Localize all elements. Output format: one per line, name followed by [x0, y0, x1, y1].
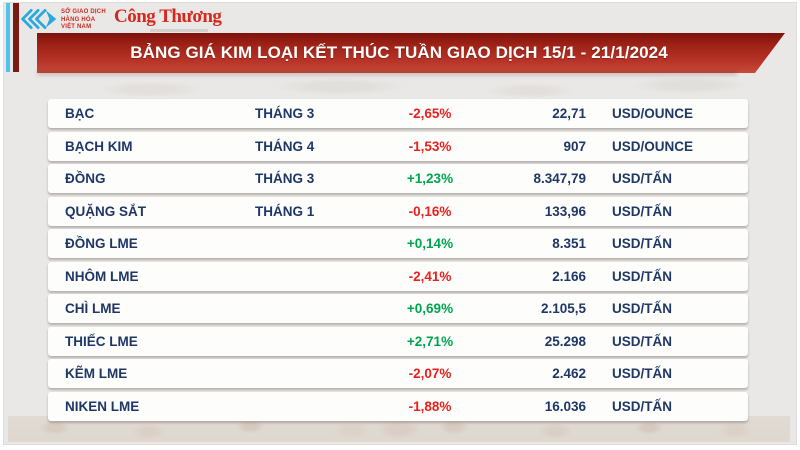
change-percent: +2,71%	[406, 333, 454, 349]
contract-month: THÁNG 3	[255, 171, 315, 186]
contract-month: THÁNG 3	[255, 106, 315, 121]
metal-name: CHÌ LME	[65, 301, 121, 316]
congthuong-wordmark: Công Thương	[114, 6, 222, 27]
change-percent: -2,07%	[408, 366, 452, 381]
change-percent: +1,23%	[406, 171, 454, 186]
metal-name: NHÔM LME	[65, 268, 139, 284]
price-unit: USD/TẤN	[612, 366, 672, 381]
change-percent: -2,65%	[408, 106, 452, 121]
metal-name: ĐỒNG LME	[65, 236, 138, 251]
change-percent: +0,14%	[406, 236, 454, 251]
change-percent: +0,69%	[406, 301, 454, 316]
table-row: QUẶNG SẮT THÁNG 1 -0,16% 133,96 USD/TẤN	[48, 196, 748, 226]
price-table: BẠC THÁNG 3 -2,65% 22,71 USD/OUNCE BẠCH …	[48, 99, 748, 424]
exchange-name-line2: HÀNG HÓA	[61, 16, 96, 23]
price-unit: USD/OUNCE	[612, 138, 694, 154]
exchange-name-line1: SỞ GIAO DỊCH	[61, 9, 106, 15]
page-title: BẢNG GIÁ KIM LOẠI KẾT THÚC TUẦN GIAO DỊC…	[130, 43, 668, 62]
table-row: NIKEN LME -1,88% 16.036 USD/TẤN	[48, 391, 748, 421]
banner-shadow	[37, 71, 737, 75]
left-accent-cyan-bar	[6, 3, 10, 72]
price-unit: USD/TẤN	[612, 398, 672, 414]
price-value: 133,96	[544, 203, 586, 219]
price-value: 907	[563, 138, 586, 154]
exchange-name: SỞ GIAO DỊCH HÀNG HÓA VIỆT NAM	[61, 9, 106, 32]
price-unit: USD/TẤN	[612, 268, 672, 284]
table-row: ĐỒNG THÁNG 3 +1,23% 8.347,79 USD/TẤN	[48, 164, 748, 193]
change-percent: -0,16%	[408, 203, 452, 219]
contract-month: THÁNG 4	[255, 138, 315, 154]
metal-name: ĐỒNG	[65, 171, 106, 186]
metal-name: QUẶNG SẮT	[65, 203, 146, 219]
metal-name: THIẾC LME	[65, 333, 138, 349]
price-value: 2.166	[552, 268, 586, 284]
table-row: NHÔM LME -2,41% 2.166 USD/TẤN	[48, 261, 748, 291]
change-percent: -2,41%	[408, 268, 452, 284]
price-value: 2.105,5	[540, 301, 586, 316]
metal-name: KẼM LME	[65, 366, 128, 381]
table-row: KẼM LME -2,07% 2.462 USD/TẤN	[48, 359, 748, 388]
table-row: CHÌ LME +0,69% 2.105,5 USD/TẤN	[48, 294, 748, 323]
price-unit: USD/TẤN	[612, 236, 672, 251]
change-percent: -1,88%	[408, 398, 452, 414]
left-accent-darkred-bar	[13, 3, 19, 72]
price-unit: USD/TẤN	[612, 171, 672, 186]
table-row: ĐỒNG LME +0,14% 8.351 USD/TẤN	[48, 229, 748, 258]
metal-name: BẠCH KIM	[65, 138, 133, 154]
price-unit: USD/TẤN	[612, 333, 672, 349]
price-value: 22,71	[552, 106, 586, 121]
price-unit: USD/TẤN	[612, 203, 672, 219]
price-unit: USD/TẤN	[612, 301, 672, 316]
price-value: 8.351	[552, 236, 586, 251]
contract-month: THÁNG 1	[255, 203, 315, 219]
metal-name: NIKEN LME	[65, 398, 140, 414]
change-percent: -1,53%	[408, 138, 452, 154]
metal-name: BẠC	[65, 106, 95, 121]
price-value: 25.298	[544, 333, 586, 349]
price-value: 2.462	[552, 366, 586, 381]
world-map-watermark	[10, 74, 790, 102]
mxv-exchange-logo-icon	[21, 8, 57, 30]
title-banner: BẢNG GIÁ KIM LOẠI KẾT THÚC TUẦN GIAO DỊC…	[37, 33, 785, 73]
table-row: BẠC THÁNG 3 -2,65% 22,71 USD/OUNCE	[48, 99, 748, 128]
congthuong-tagline-bar	[150, 29, 208, 32]
exchange-name-line3: VIỆT NAM	[61, 24, 92, 30]
price-value: 16.036	[544, 398, 586, 414]
price-unit: USD/OUNCE	[612, 106, 694, 121]
price-value: 8.347,79	[533, 171, 586, 186]
table-row: THIẾC LME +2,71% 25.298 USD/TẤN	[48, 326, 748, 356]
table-row: BẠCH KIM THÁNG 4 -1,53% 907 USD/OUNCE	[48, 131, 748, 161]
